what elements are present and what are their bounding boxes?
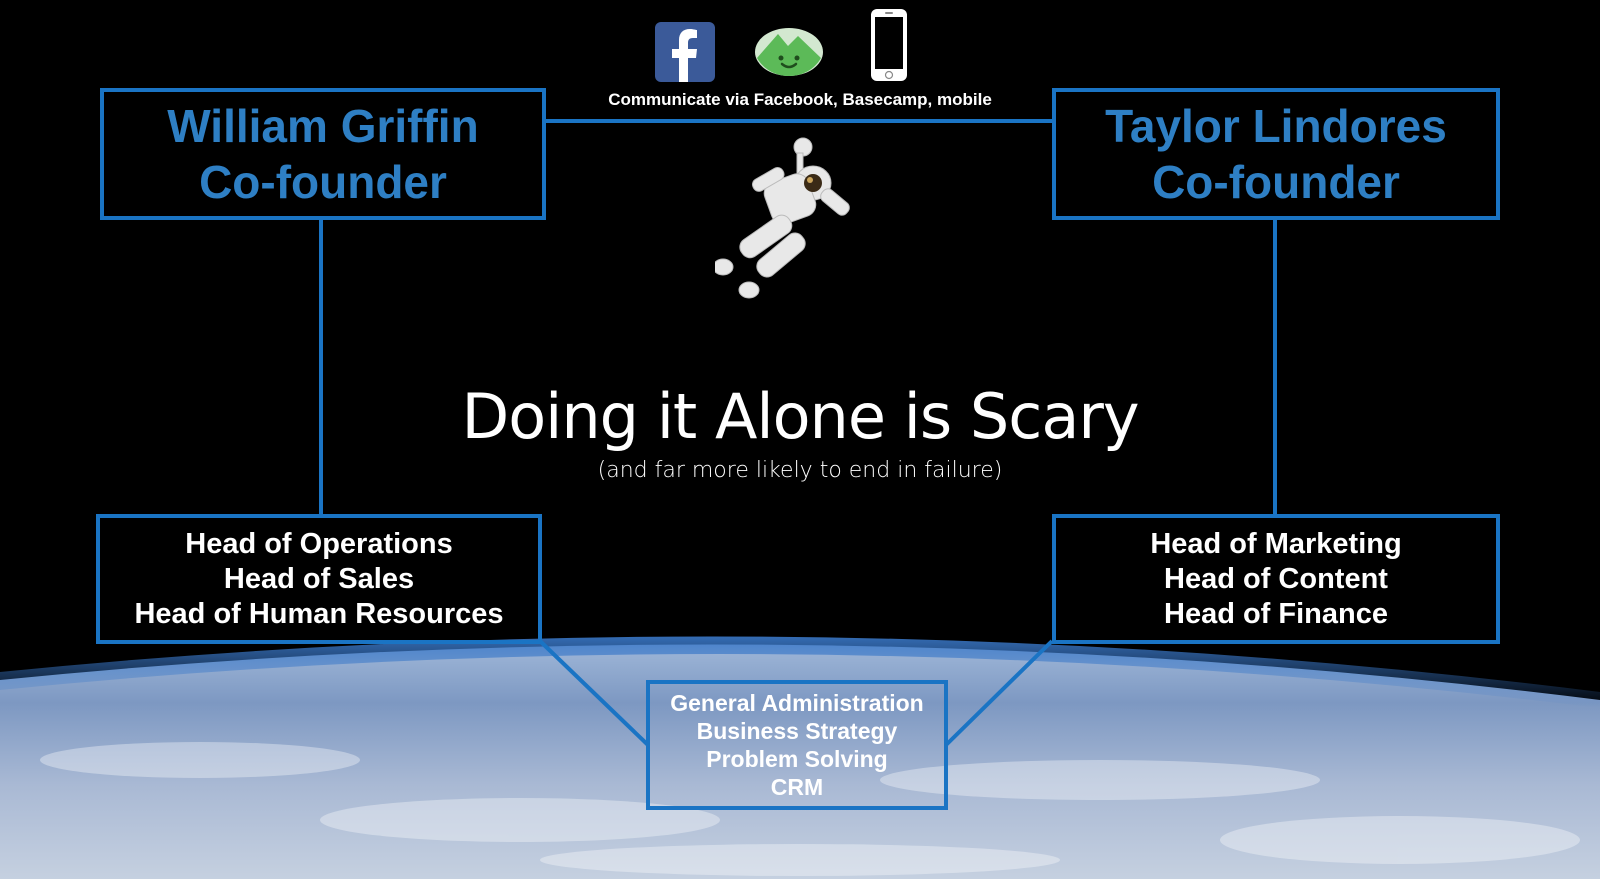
headline: Doing it Alone is Scary: [461, 380, 1139, 453]
astronaut-image: [712, 135, 865, 305]
shared-role-item: Problem Solving: [706, 746, 888, 772]
founder-box-william-griffin: William Griffin Co-founder: [100, 88, 546, 220]
role-item: Head of Content: [1164, 562, 1388, 595]
right-roles-box: Head of Marketing Head of Content Head o…: [1052, 514, 1500, 644]
founder-name: William Griffin: [167, 100, 479, 152]
founder-role: Co-founder: [199, 156, 447, 208]
mobile-phone-icon: [870, 8, 908, 82]
shared-role-item: Business Strategy: [696, 718, 898, 744]
founder-name: Taylor Lindores: [1105, 100, 1447, 152]
basecamp-icon: [754, 22, 824, 78]
subheadline: (and far more likely to end in failure): [597, 458, 1003, 483]
founder-box-taylor-lindores: Taylor Lindores Co-founder: [1052, 88, 1500, 220]
shared-role-item: CRM: [770, 774, 824, 800]
facebook-icon: [655, 22, 715, 82]
founder-role: Co-founder: [1152, 156, 1400, 208]
shared-role-item: General Administration: [670, 690, 924, 716]
role-item: Head of Operations: [185, 527, 453, 560]
role-item: Head of Sales: [223, 562, 415, 595]
role-item: Head of Finance: [1164, 597, 1388, 630]
shared-roles-box: General Administration Business Strategy…: [646, 680, 948, 810]
role-item: Head of Human Resources: [134, 597, 504, 630]
role-item: Head of Marketing: [1150, 527, 1402, 560]
left-roles-box: Head of Operations Head of Sales Head of…: [96, 514, 542, 644]
communication-caption: Communicate via Facebook, Basecamp, mobi…: [608, 90, 992, 109]
